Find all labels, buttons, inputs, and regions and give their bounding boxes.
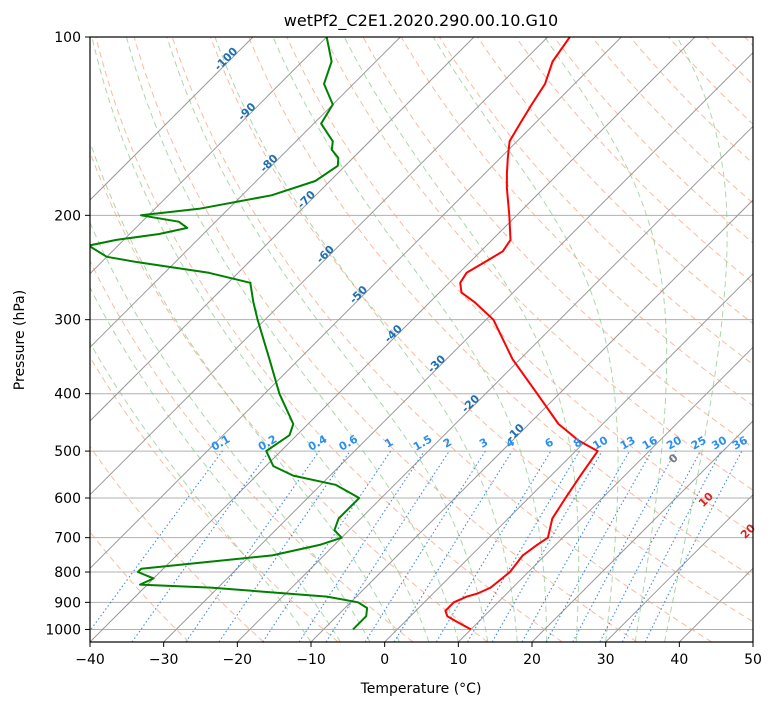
mixing-ratio-line bbox=[325, 450, 450, 642]
x-tick-label: −20 bbox=[223, 652, 253, 668]
mixing-ratio-line bbox=[262, 450, 392, 642]
isotherm bbox=[310, 199, 753, 642]
isotherm bbox=[90, 37, 328, 275]
isotherm bbox=[457, 346, 753, 642]
x-tick-label: 40 bbox=[670, 652, 688, 668]
x-tick-label: 20 bbox=[523, 652, 541, 668]
dry-adiabat bbox=[324, 37, 753, 491]
x-axis: −40 −30 −20 −10 0 10 20 30 40 50 bbox=[75, 642, 762, 668]
dry-adiabat bbox=[248, 37, 753, 578]
y-tick-label: 1000 bbox=[45, 622, 81, 638]
x-tick-label: 30 bbox=[597, 652, 615, 668]
moist-adiabat bbox=[90, 221, 371, 642]
y-axis-label: Pressure (hPa) bbox=[12, 290, 28, 390]
moist-adiabat bbox=[272, 37, 548, 642]
mixing-ratio-line bbox=[545, 450, 653, 642]
isotherm bbox=[90, 37, 696, 642]
x-tick-label: 10 bbox=[449, 652, 467, 668]
isotherm bbox=[236, 125, 753, 642]
isotherm bbox=[384, 272, 753, 642]
x-tick-label: −30 bbox=[149, 652, 179, 668]
y-tick-label: 600 bbox=[54, 491, 81, 507]
moist-adiabat bbox=[166, 37, 489, 642]
x-tick-label: −40 bbox=[75, 652, 105, 668]
isotherm bbox=[90, 37, 475, 422]
mixing-ratio-line bbox=[218, 450, 351, 642]
plot-frame bbox=[89, 36, 754, 643]
mixing-ratio-line bbox=[393, 450, 513, 642]
dry-adiabat bbox=[477, 37, 753, 325]
y-tick-label: 100 bbox=[54, 30, 81, 46]
isotherm bbox=[90, 37, 549, 496]
mixing-ratio-line bbox=[521, 450, 630, 642]
chart-title: wetPf2_C2E1.2020.290.00.10.G10 bbox=[284, 11, 558, 31]
x-tick-label: 0 bbox=[380, 652, 389, 668]
x-axis-label: Temperature (°C) bbox=[360, 681, 482, 697]
moist-adiabat bbox=[90, 286, 341, 642]
dry-adiabat bbox=[515, 37, 753, 284]
dewpoint-line bbox=[90, 37, 369, 631]
isotherm bbox=[163, 51, 753, 642]
y-tick-label: 800 bbox=[54, 565, 81, 581]
dry-adiabat bbox=[591, 37, 753, 204]
dry-adiabat bbox=[95, 37, 563, 642]
y-tick-label: 300 bbox=[54, 313, 81, 329]
moist-adiabat bbox=[126, 37, 459, 642]
y-tick-label: 400 bbox=[54, 387, 81, 403]
y-tick-label: 500 bbox=[54, 444, 81, 460]
mixing-ratio-line bbox=[644, 450, 743, 642]
moist-adiabat bbox=[432, 37, 619, 642]
isotherm bbox=[90, 37, 622, 570]
isotherm bbox=[531, 420, 753, 642]
isotherm bbox=[605, 493, 753, 642]
mixing-ratio-line bbox=[298, 450, 425, 642]
dry-adiabat bbox=[210, 37, 753, 623]
temperature-line bbox=[444, 37, 599, 631]
moist-adiabat bbox=[91, 37, 430, 642]
mixing-ratio-line bbox=[572, 450, 677, 642]
x-tick-label: 50 bbox=[744, 652, 762, 668]
y-tick-label: 200 bbox=[54, 208, 81, 224]
x-tick-label: −10 bbox=[296, 652, 326, 668]
mixing-ratio-line bbox=[185, 450, 320, 642]
dry-adiabat bbox=[90, 445, 264, 642]
y-axis: 1000 900 800 700 600 500 400 300 200 100 bbox=[45, 30, 90, 638]
isotherm bbox=[90, 37, 254, 201]
dry-adiabat bbox=[400, 37, 753, 407]
dry-adiabat bbox=[629, 37, 753, 165]
y-tick-label: 900 bbox=[54, 595, 81, 611]
dry-adiabat bbox=[171, 37, 712, 642]
moist-adiabat bbox=[90, 140, 400, 642]
isotherm bbox=[90, 37, 401, 349]
mixing-ratio-line bbox=[90, 450, 223, 632]
y-tick-label: 700 bbox=[54, 531, 81, 547]
moist-adiabat bbox=[664, 37, 728, 642]
dry-adiabat bbox=[133, 37, 638, 642]
moist-adiabat bbox=[544, 37, 668, 642]
plot-area bbox=[90, 37, 753, 642]
dry-adiabat bbox=[90, 259, 414, 642]
